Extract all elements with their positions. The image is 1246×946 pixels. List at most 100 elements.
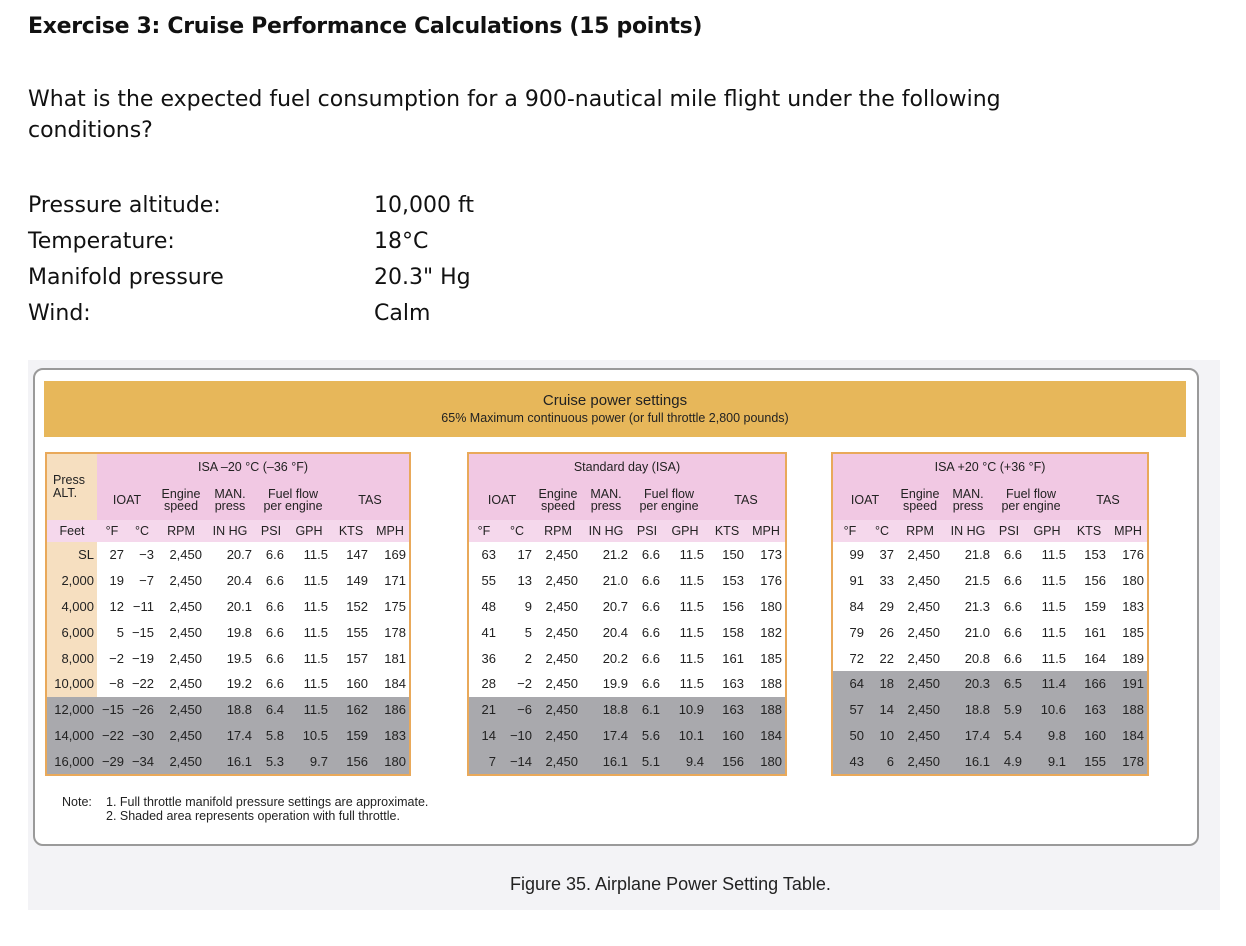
table-row: 7 −14 2,450 16.1 5.1 9.4 156 180 (469, 748, 785, 775)
data-cell: 2,450 (157, 722, 205, 749)
note-text: 2. Shaded area represents operation with… (106, 809, 400, 823)
data-cell: 6.6 (1003, 573, 1022, 589)
ioat-header: IOAT (97, 480, 157, 520)
unit-label: °F (833, 520, 867, 542)
data-cell: 18.8 (943, 696, 993, 723)
note-line: Note: 1. Full throttle manifold pressure… (62, 795, 428, 809)
unit-label: RPM (157, 520, 205, 542)
data-cell: 171 (384, 573, 406, 589)
data-cell: 184 (747, 722, 785, 749)
data-cell: −7 (139, 573, 154, 589)
fuel-flow-header-line: Fuel flow (267, 487, 319, 501)
data-cell: 2,450 (169, 650, 202, 666)
table-row: 6,000 5 −15 2,450 19.8 6.6 11.5 155 178 (47, 619, 409, 646)
table-row: 91 33 2,450 21.5 6.6 11.5 156 180 (833, 568, 1147, 594)
data-cell: 2,450 (907, 650, 940, 666)
data-cell: −22 (131, 676, 154, 692)
data-cell: −10 (499, 722, 535, 749)
figure-notes: Note: 1. Full throttle manifold pressure… (62, 795, 428, 823)
data-cell: 11.5 (1041, 650, 1066, 666)
table-row: 8,000 −2 −19 2,450 19.5 6.6 11.5 157 181 (47, 645, 409, 671)
data-cell: 2,450 (157, 748, 205, 775)
data-cell: −3 (139, 547, 154, 563)
table-row: 10,000 −8 −22 2,450 19.2 6.6 11.5 160 184 (47, 670, 409, 697)
note-text: 1. Full throttle manifold pressure setti… (106, 795, 429, 809)
fuel-flow-header: Fuel flow per engine (255, 480, 331, 520)
table-row: 28 −2 2,450 19.9 6.6 11.5 163 188 (469, 671, 785, 697)
data-cell: 175 (384, 598, 406, 614)
data-cell: 19.2 (226, 676, 252, 692)
unit-label: KTS (1069, 520, 1109, 542)
data-cell: 6.4 (255, 696, 287, 723)
data-cell: 5 (524, 624, 532, 640)
data-cell: 11.5 (679, 650, 704, 666)
data-cell: 11.5 (303, 676, 328, 692)
press-alt-header: Press ALT. (47, 454, 97, 520)
data-cell: 11.5 (1041, 547, 1066, 563)
data-cell: 6.6 (641, 650, 660, 666)
data-cell: 10.1 (663, 722, 707, 749)
data-cell: 10.9 (663, 696, 707, 723)
engine-speed-header: Engine speed (897, 480, 943, 520)
data-cell: 17.4 (581, 722, 631, 749)
data-cell: 6.1 (631, 696, 663, 723)
data-cell: 6.6 (641, 547, 660, 563)
data-cell: 152 (346, 598, 368, 614)
data-cell: 11.5 (679, 624, 704, 640)
data-cell: 18.8 (205, 696, 255, 723)
table-row: 57 14 2,450 18.8 5.9 10.6 163 188 (833, 696, 1147, 723)
data-cell: 2,450 (907, 598, 940, 614)
data-cell: −11 (132, 598, 154, 614)
data-cell: 11.5 (679, 676, 704, 692)
data-cell: 9 (524, 598, 532, 614)
fuel-flow-header: Fuel flow per engine (631, 480, 707, 520)
data-cell: −19 (131, 650, 154, 666)
condition-value: 20.3" Hg (374, 265, 471, 290)
data-cell: 156 (722, 598, 744, 614)
altitude-cell: 4,000 (47, 593, 97, 620)
data-cell: 11.5 (1041, 573, 1066, 589)
table-row: 14 −10 2,450 17.4 5.6 10.1 160 184 (469, 722, 785, 749)
man-press-header: MAN. press (943, 480, 993, 520)
section-title: ISA +20 °C (+36 °F) (833, 454, 1147, 480)
data-cell: 2,450 (897, 722, 943, 749)
data-cell: 2,450 (535, 722, 581, 749)
data-cell: 180 (760, 598, 782, 614)
data-cell: 36 (481, 650, 496, 666)
altitude-cell: 10,000 (47, 670, 97, 697)
data-cell: 2,450 (169, 598, 202, 614)
data-cell: 37 (879, 547, 894, 563)
data-cell: 2,450 (545, 650, 578, 666)
unit-label: IN HG (581, 520, 631, 542)
table-row: 14,000 −22 −30 2,450 17.4 5.8 10.5 159 183 (47, 722, 409, 749)
condition-value: 10,000 ft (374, 193, 474, 218)
data-cell: 20.3 (943, 670, 993, 697)
man-press-header-line: press (952, 499, 984, 513)
unit-label: °C (127, 520, 157, 542)
unit-label: MPH (371, 520, 409, 542)
data-cell: 182 (760, 624, 782, 640)
data-cell: 6.6 (265, 650, 284, 666)
data-cell: 22 (879, 650, 894, 666)
data-cell: 6.5 (993, 670, 1025, 697)
man-press-header-line: MAN. (952, 487, 984, 501)
data-cell: 10.6 (1025, 696, 1069, 723)
unit-label: °C (499, 520, 535, 542)
data-cell: −15 (97, 696, 127, 723)
data-cell: 169 (384, 547, 406, 563)
condition-label: Temperature: (28, 229, 175, 254)
data-cell: 2,450 (897, 696, 943, 723)
figure-caption: Figure 35. Airplane Power Setting Table. (510, 874, 831, 894)
power-table: ISA +20 °C (+36 °F) IOAT Engine speed MAN. pr… (833, 454, 1147, 775)
data-cell: 14 (867, 696, 897, 723)
table-row: 55 13 2,450 21.0 6.6 11.5 153 176 (469, 568, 785, 594)
data-cell: 156 (331, 748, 371, 775)
data-cell: 41 (481, 624, 496, 640)
engine-speed-header-line: speed (902, 499, 938, 513)
data-cell: −34 (127, 748, 157, 775)
data-cell: 9.8 (1025, 722, 1069, 749)
data-cell: 2,450 (545, 547, 578, 563)
condition-label: Manifold pressure (28, 265, 224, 290)
tas-header: TAS (707, 480, 785, 520)
data-cell: 20.4 (226, 573, 252, 589)
